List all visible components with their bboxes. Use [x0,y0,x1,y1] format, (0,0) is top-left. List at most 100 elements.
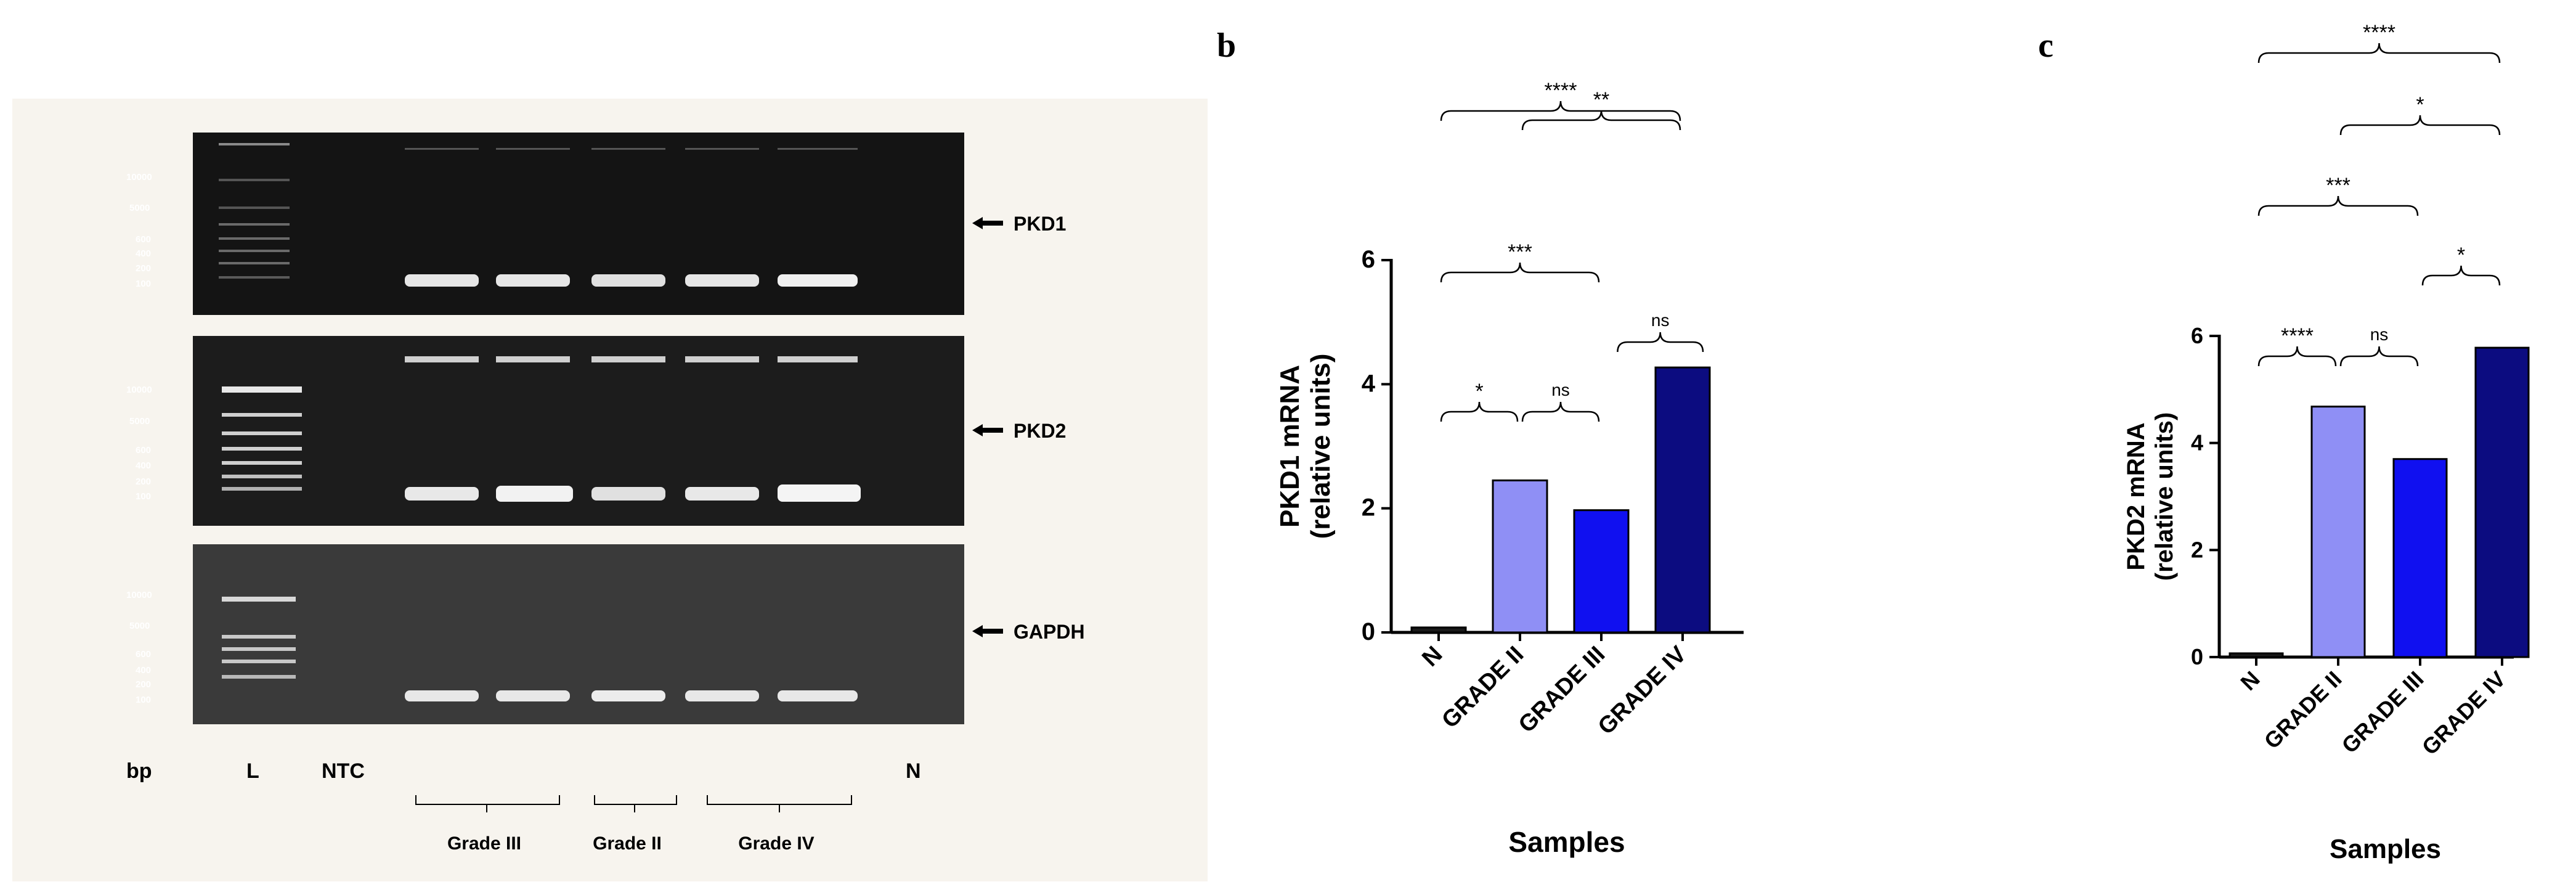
x-category-label: GRADE IV [2417,666,2511,760]
bp-label: 200 [136,263,151,274]
arrow-left-icon [972,424,1003,436]
significance-label: *** [2326,174,2350,197]
x-category-label: GRADE IV [1593,641,1692,740]
group-label-grade4: Grade IV [738,833,814,854]
significance-label: ** [1593,88,1609,112]
x-category-label: GRADE II [2259,666,2347,754]
x-axis-label: Samples [1508,826,1625,858]
bp-label: 100 [136,491,151,502]
bp-label: 5000 [129,203,150,213]
bar [2229,652,2284,658]
bp-label: 200 [136,679,151,690]
arrow-left-icon [972,625,1003,637]
significance-bracket [2257,195,2419,216]
significance-bracket [1440,100,1681,121]
arrow-left-icon [972,217,1003,229]
bp-labels-pkd1: 10000 5000 600 400 200 100 [126,172,152,289]
significance-label: **** [1545,79,1577,102]
bp-label: 5000 [129,621,150,631]
y-axis-label-line2: (relative units) [2151,412,2178,581]
bands-pkd2 [405,356,861,502]
band-label-pkd1: PKD1 [1014,213,1066,235]
y-tick-label: 0 [2191,644,2203,669]
bp-axis-label: bp [126,759,152,783]
significance-bracket [2339,115,2501,136]
y-tick-label: 6 [2191,323,2203,348]
bar [2392,458,2448,658]
y-tick-label: 2 [1362,494,1375,521]
band-label-gapdh: GAPDH [1014,621,1085,643]
y-axis-label-line2: (relative units) [1306,354,1336,539]
x-category-label: N [2235,666,2264,695]
y-axis-label-line1: PKD2 mRNA [2123,422,2150,570]
significance-bracket [1617,332,1704,353]
significance-bracket [2257,43,2501,63]
significance-bracket [2339,346,2419,367]
gel-pkd1 [193,133,964,315]
bp-label: 10000 [126,172,152,182]
significance-bracket [1521,401,1600,422]
significance-bracket [1440,262,1600,283]
x-category-label: GRADE III [2336,666,2428,758]
group-bracket-grade3: Grade III [415,795,560,854]
bp-label: 400 [136,248,151,259]
group-bracket-grade4: Grade IV [707,795,852,854]
lane-label-normal: N [906,759,921,783]
y-tick-label: 4 [2191,430,2203,456]
bp-label: 200 [136,476,151,487]
significance-label: * [2457,243,2465,267]
panel-label-c: c [2038,27,2054,65]
significance-label: ns [2370,325,2389,344]
group-bracket-grade2: Grade II [593,795,677,854]
group-label-grade2: Grade II [593,833,662,854]
bp-labels-pkd2: 10000 5000 600 400 200 100 [126,385,152,502]
bar [1410,626,1467,634]
x-axis-label: Samples [2330,834,2441,864]
significance-label: **** [2281,324,2314,348]
ladder-pkd2 [222,386,302,491]
bar [1573,509,1630,634]
significance-label: *** [1508,240,1532,264]
bp-label: 5000 [129,416,150,427]
bp-label: 100 [136,279,151,289]
arrow-pkd2: PKD2 [972,420,1066,442]
bar [1654,366,1711,634]
arrow-pkd1: PKD1 [972,213,1066,235]
significance-label: * [1475,380,1483,403]
x-category-label: N [1417,642,1447,672]
bands-pkd1 [405,148,858,287]
y-tick-label: 2 [2191,537,2203,562]
group-label-grade3: Grade III [447,833,521,854]
lane-label-ntc: NTC [322,759,365,783]
bands-gapdh [405,690,858,701]
y-axis-label-line1: PKD1 mRNA [1275,365,1305,528]
y-tick-label: 0 [1362,618,1375,645]
lane-label-ladder: L [246,759,259,783]
significance-bracket [2257,346,2337,367]
band-label-pkd2: PKD2 [1014,420,1066,442]
ladder-pkd1 [219,143,290,279]
bp-label: 600 [136,649,151,660]
bp-label: 600 [136,445,151,456]
bar [2310,406,2366,658]
y-tick-label: 6 [1362,246,1375,273]
significance-bracket [1521,110,1681,131]
y-tick-label: 4 [1362,370,1376,397]
significance-bracket [1440,401,1519,422]
bp-label: 400 [136,460,151,471]
bp-label: 10000 [126,385,152,395]
bp-label: 10000 [126,590,152,600]
bp-label: 400 [136,665,151,676]
bp-label: 100 [136,695,151,705]
ladder-gapdh [222,597,296,679]
arrow-gapdh: GAPDH [972,621,1085,643]
gel-panel: 10000 5000 600 400 200 100 10000 5000 60… [12,99,1208,881]
panel-label-b: b [1217,27,1236,65]
bar [2474,346,2530,658]
significance-bracket [2421,265,2501,286]
significance-label: **** [2363,21,2395,44]
